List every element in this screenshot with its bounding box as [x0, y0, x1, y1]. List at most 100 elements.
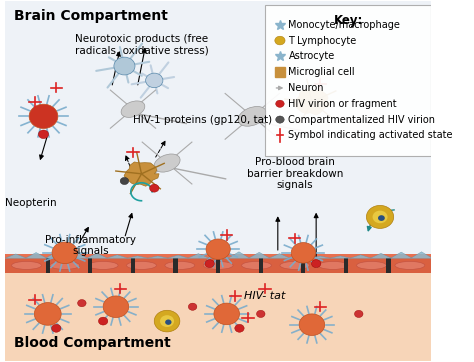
Circle shape [99, 317, 108, 325]
Text: Neurotoxic products (free
radicals, oxidative stress): Neurotoxic products (free radicals, oxid… [74, 34, 209, 55]
Circle shape [150, 184, 159, 192]
Polygon shape [46, 252, 67, 258]
Circle shape [366, 205, 394, 228]
Ellipse shape [50, 261, 80, 269]
Polygon shape [411, 252, 432, 258]
Circle shape [52, 324, 61, 332]
Ellipse shape [242, 261, 272, 269]
FancyBboxPatch shape [5, 1, 431, 260]
Polygon shape [431, 253, 453, 258]
Polygon shape [208, 252, 229, 258]
FancyBboxPatch shape [5, 254, 431, 259]
Text: Compartmentalized HIV virion: Compartmentalized HIV virion [289, 114, 436, 125]
Ellipse shape [11, 261, 41, 269]
Polygon shape [293, 89, 330, 115]
Circle shape [276, 100, 284, 108]
Text: Symbol indicating activated state: Symbol indicating activated state [289, 130, 453, 140]
Polygon shape [127, 256, 148, 258]
Circle shape [291, 243, 316, 263]
FancyBboxPatch shape [386, 258, 391, 273]
Circle shape [205, 260, 214, 268]
Text: HIV-1 proteins (gp120, tat): HIV-1 proteins (gp120, tat) [133, 115, 272, 125]
Text: Microglial cell: Microglial cell [289, 67, 355, 77]
Circle shape [160, 315, 174, 327]
Polygon shape [188, 254, 209, 258]
Circle shape [34, 303, 61, 325]
Circle shape [256, 310, 265, 317]
Circle shape [188, 303, 197, 310]
Circle shape [29, 104, 58, 129]
FancyBboxPatch shape [88, 258, 92, 273]
Circle shape [114, 57, 135, 75]
Text: T Lymphocyte: T Lymphocyte [289, 35, 357, 46]
Polygon shape [310, 256, 331, 258]
Polygon shape [147, 256, 168, 258]
Text: Monocyte/macrophage: Monocyte/macrophage [289, 20, 401, 30]
Circle shape [214, 303, 239, 325]
FancyBboxPatch shape [5, 258, 431, 273]
Text: Neopterin: Neopterin [5, 198, 56, 207]
Text: HIV virion or fragment: HIV virion or fragment [289, 99, 397, 109]
Circle shape [378, 215, 385, 221]
Polygon shape [107, 255, 128, 258]
FancyBboxPatch shape [301, 258, 306, 273]
Circle shape [78, 299, 86, 307]
Ellipse shape [318, 261, 348, 269]
Ellipse shape [280, 261, 310, 269]
FancyBboxPatch shape [46, 258, 50, 273]
Circle shape [154, 310, 180, 332]
FancyBboxPatch shape [265, 5, 431, 156]
Circle shape [311, 260, 321, 268]
Ellipse shape [356, 261, 386, 269]
Circle shape [355, 310, 363, 317]
Polygon shape [370, 253, 392, 258]
Text: Pro-inflammatory
signals: Pro-inflammatory signals [45, 235, 136, 257]
Circle shape [103, 296, 129, 317]
Text: HIV- tat: HIV- tat [244, 291, 285, 301]
Polygon shape [330, 256, 351, 258]
Polygon shape [248, 252, 270, 258]
Polygon shape [269, 254, 290, 258]
Circle shape [38, 130, 49, 139]
Ellipse shape [203, 261, 233, 269]
FancyBboxPatch shape [344, 258, 348, 273]
Circle shape [52, 242, 78, 264]
Text: Key:: Key: [333, 14, 363, 27]
Ellipse shape [154, 154, 180, 172]
Polygon shape [350, 255, 371, 258]
Ellipse shape [238, 106, 266, 126]
Polygon shape [5, 254, 27, 258]
Polygon shape [228, 252, 250, 258]
FancyBboxPatch shape [259, 258, 263, 273]
Text: Pro-blood brain
barrier breakdown
signals: Pro-blood brain barrier breakdown signal… [246, 157, 343, 190]
Polygon shape [124, 162, 159, 186]
Circle shape [235, 324, 244, 332]
Circle shape [165, 320, 172, 325]
FancyBboxPatch shape [131, 258, 135, 273]
Ellipse shape [121, 101, 145, 117]
Ellipse shape [395, 261, 425, 269]
Ellipse shape [165, 261, 195, 269]
Polygon shape [391, 252, 412, 258]
Polygon shape [289, 255, 310, 258]
Polygon shape [26, 253, 47, 258]
Polygon shape [86, 253, 108, 258]
Ellipse shape [88, 261, 118, 269]
Text: Blood Compartment: Blood Compartment [14, 336, 171, 350]
Polygon shape [66, 252, 87, 258]
Text: Astrocyte: Astrocyte [289, 51, 335, 61]
Circle shape [146, 73, 163, 88]
Circle shape [299, 314, 325, 336]
Ellipse shape [33, 111, 50, 121]
FancyBboxPatch shape [5, 260, 431, 361]
FancyBboxPatch shape [173, 258, 178, 273]
Ellipse shape [127, 261, 156, 269]
Circle shape [373, 211, 388, 223]
Circle shape [275, 36, 285, 45]
Text: Brain Compartment: Brain Compartment [14, 9, 167, 22]
Circle shape [206, 239, 230, 260]
Text: Neuron: Neuron [289, 83, 324, 93]
Circle shape [276, 116, 284, 123]
Circle shape [120, 177, 129, 185]
Polygon shape [167, 255, 189, 258]
